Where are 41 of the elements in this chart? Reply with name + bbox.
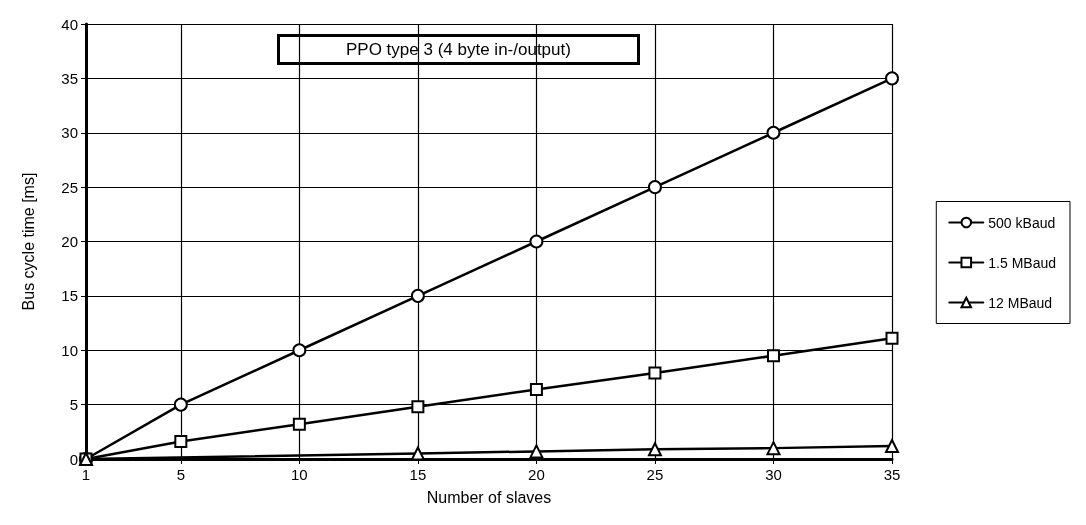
- point: [885, 331, 899, 345]
- y-tick-label: 35: [61, 69, 78, 87]
- x-tick-label: 5: [176, 466, 185, 483]
- point: [292, 343, 307, 358]
- point: [410, 446, 425, 461]
- y-tick-label: 25: [61, 178, 78, 196]
- x-tick-label: 15: [409, 466, 427, 483]
- point: [647, 180, 662, 195]
- x-tick-label: 1: [81, 466, 91, 483]
- point: [292, 417, 306, 431]
- y-axis-title: Bus cycle time [ms]: [19, 172, 37, 311]
- point: [766, 441, 781, 456]
- point: [529, 234, 544, 249]
- point: [410, 288, 425, 303]
- point: [529, 444, 544, 459]
- point: [529, 382, 543, 396]
- y-tick-label: 40: [61, 15, 78, 33]
- point: [173, 397, 188, 412]
- x-tick-label: 10: [291, 466, 308, 483]
- x-tick-label: 30: [765, 466, 782, 483]
- point: [411, 400, 425, 414]
- point: [885, 71, 899, 86]
- x-axis-title: Number of slaves: [426, 488, 552, 506]
- legend-label: 12 MBaud: [988, 294, 1053, 311]
- x-tick-label: 35: [883, 466, 901, 483]
- legend-label: 500 kBaud: [988, 214, 1056, 231]
- point: [174, 435, 188, 449]
- x-tick-label: 25: [646, 466, 664, 483]
- point: [647, 442, 662, 457]
- y-tick-label: 5: [69, 396, 78, 414]
- y-tick-label: 30: [61, 124, 78, 142]
- x-tick-label: 20: [528, 466, 545, 483]
- y-tick-label: 10: [61, 341, 78, 359]
- legend-label: 1.5 MBaud: [988, 254, 1057, 271]
- y-tick-label: 20: [61, 233, 78, 250]
- point: [648, 366, 662, 380]
- y-tick-label: 15: [61, 287, 78, 305]
- y-tick-label: 0: [69, 450, 78, 468]
- point: [885, 438, 899, 453]
- point: [766, 125, 781, 140]
- point: [766, 349, 780, 363]
